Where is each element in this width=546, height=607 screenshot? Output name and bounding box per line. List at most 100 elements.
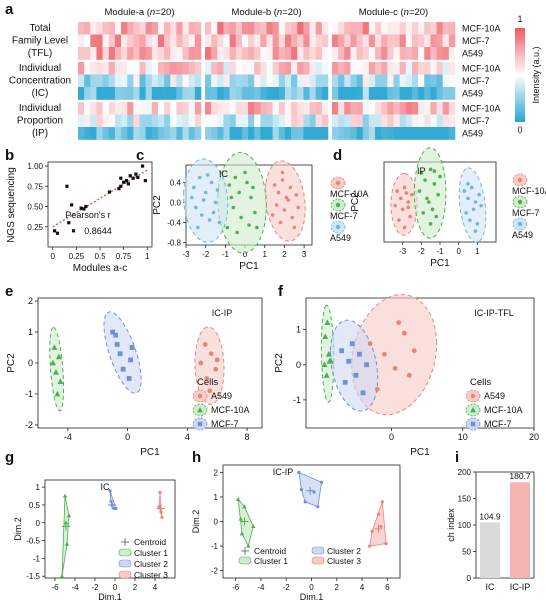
heatmap-cell xyxy=(90,47,97,60)
row-label: MCF-10A xyxy=(462,64,501,74)
panel-h-point xyxy=(376,512,381,516)
panel-g-xtick-label: -4 xyxy=(71,583,79,592)
heatmap-cell xyxy=(254,127,261,140)
heatmap-cell xyxy=(436,74,443,88)
panel-h-point xyxy=(320,480,324,484)
heatmap-cell xyxy=(176,127,183,140)
panel-e-point xyxy=(52,369,59,375)
heatmap-cell xyxy=(182,87,189,100)
panel-g-xtick-label: -6 xyxy=(51,583,59,592)
panel-h-point xyxy=(238,516,243,521)
heatmap-cell xyxy=(272,22,280,35)
heatmap-cell xyxy=(241,74,249,88)
panel-c-xtick-label: -2 xyxy=(202,250,210,259)
panel-i-ytick-label: 150 xyxy=(458,495,472,504)
panel-c-xtick-label: 0 xyxy=(243,250,248,259)
heatmap-cell xyxy=(393,102,400,115)
heatmap-cell xyxy=(217,47,224,60)
heatmap-cell xyxy=(303,62,310,75)
heatmap-cell xyxy=(164,62,171,75)
panel-b-point xyxy=(55,231,60,235)
heatmap-cell xyxy=(350,114,357,128)
heatmap-cell xyxy=(78,22,85,35)
heatmap-cell xyxy=(266,47,273,60)
panel-h-title: IC-IP xyxy=(273,467,294,477)
panel-h-legend-label: Cluster 1 xyxy=(254,556,288,566)
heatmap-cell xyxy=(338,47,345,60)
heatmap-cell xyxy=(350,127,357,140)
heatmap-cell xyxy=(418,62,425,75)
panel-d-point xyxy=(428,167,433,172)
heatmap-cell xyxy=(151,62,159,75)
heatmap-cell xyxy=(78,34,85,48)
panel-e-point xyxy=(128,357,133,363)
heatmap-cell xyxy=(188,102,196,115)
heatmap-cell xyxy=(78,74,85,88)
panel-c-legend-label: MCF-10A xyxy=(330,189,369,199)
heatmap-cell xyxy=(381,114,388,128)
heatmap-cell xyxy=(418,74,425,88)
panel-d-point xyxy=(438,174,442,179)
panel-b-annotation-value: 0.8644 xyxy=(84,226,112,236)
heatmap-cell xyxy=(176,62,183,75)
heatmap-cell xyxy=(399,74,407,88)
panel-c-xtick-label: 3 xyxy=(302,250,307,259)
panel-f-ytick-label: -1 xyxy=(293,395,301,405)
panel-e-point xyxy=(120,366,126,372)
row-label: MCF-7 xyxy=(462,36,490,46)
heatmap-cell xyxy=(114,87,122,100)
heatmap-cell xyxy=(332,34,339,48)
heatmap-cell xyxy=(393,34,400,48)
heatmap-cell xyxy=(297,74,304,88)
heatmap-cell xyxy=(108,22,116,35)
heatmap-cell xyxy=(309,127,316,140)
heatmap-cell xyxy=(248,114,255,128)
panel-f-point xyxy=(321,361,328,368)
heatmap-cell xyxy=(145,87,153,100)
panel-e-ellipse-a549 xyxy=(194,326,225,405)
heatmap-cell xyxy=(194,74,202,88)
panel-h-point xyxy=(380,500,384,504)
heatmap-cell xyxy=(90,74,97,88)
panel-f-xlabel: PC1 xyxy=(410,447,430,458)
heatmap-cell xyxy=(315,47,323,60)
heatmap-cell xyxy=(291,102,298,115)
panel-d-point xyxy=(471,207,476,212)
heatmap-cell xyxy=(350,102,357,115)
panel-g-xtick-label: 2 xyxy=(133,583,138,592)
panel-c-point xyxy=(243,170,247,175)
heatmap-cell xyxy=(399,47,407,60)
panel-e-point xyxy=(204,376,210,381)
heatmap-cell xyxy=(411,34,419,48)
heatmap-cell xyxy=(248,127,255,140)
heatmap-cell xyxy=(297,22,304,35)
heatmap-cell xyxy=(121,62,128,75)
panel-d-point xyxy=(473,200,478,204)
panel-f-point xyxy=(401,330,407,336)
heatmap-cell xyxy=(127,114,134,128)
panel-d-legend-marker-dot xyxy=(517,221,523,227)
heatmap-cell xyxy=(284,127,292,140)
panel-g-point xyxy=(108,489,112,493)
heatmap-cell xyxy=(344,47,351,60)
heatmap-cell xyxy=(176,34,183,48)
panel-f-title: IC-IP-TFL xyxy=(474,308,514,318)
heatmap-cell xyxy=(211,34,218,48)
heatmap-cell xyxy=(278,47,286,60)
panel-d-xtick-label: -1 xyxy=(436,247,444,256)
heatmap-cell xyxy=(211,74,218,88)
panel-h-ytick-label: 0 xyxy=(214,518,219,527)
heatmap-cell xyxy=(332,22,339,35)
heatmap-cell xyxy=(114,62,122,75)
panel-c-xtick-label: 2 xyxy=(282,250,287,259)
row-label: MCF-10A xyxy=(462,24,501,34)
heatmap-cell xyxy=(176,22,183,35)
heatmap-cell xyxy=(108,102,116,115)
panel-e-ylabel: PC2 xyxy=(6,353,17,373)
heatmap-cell xyxy=(362,34,370,48)
panel-c-xtick-label: 1 xyxy=(263,250,268,259)
heatmap-cell xyxy=(217,34,224,48)
heatmap-cell xyxy=(108,47,116,60)
heatmap-cell xyxy=(418,87,425,100)
heatmap-cell xyxy=(418,22,425,35)
